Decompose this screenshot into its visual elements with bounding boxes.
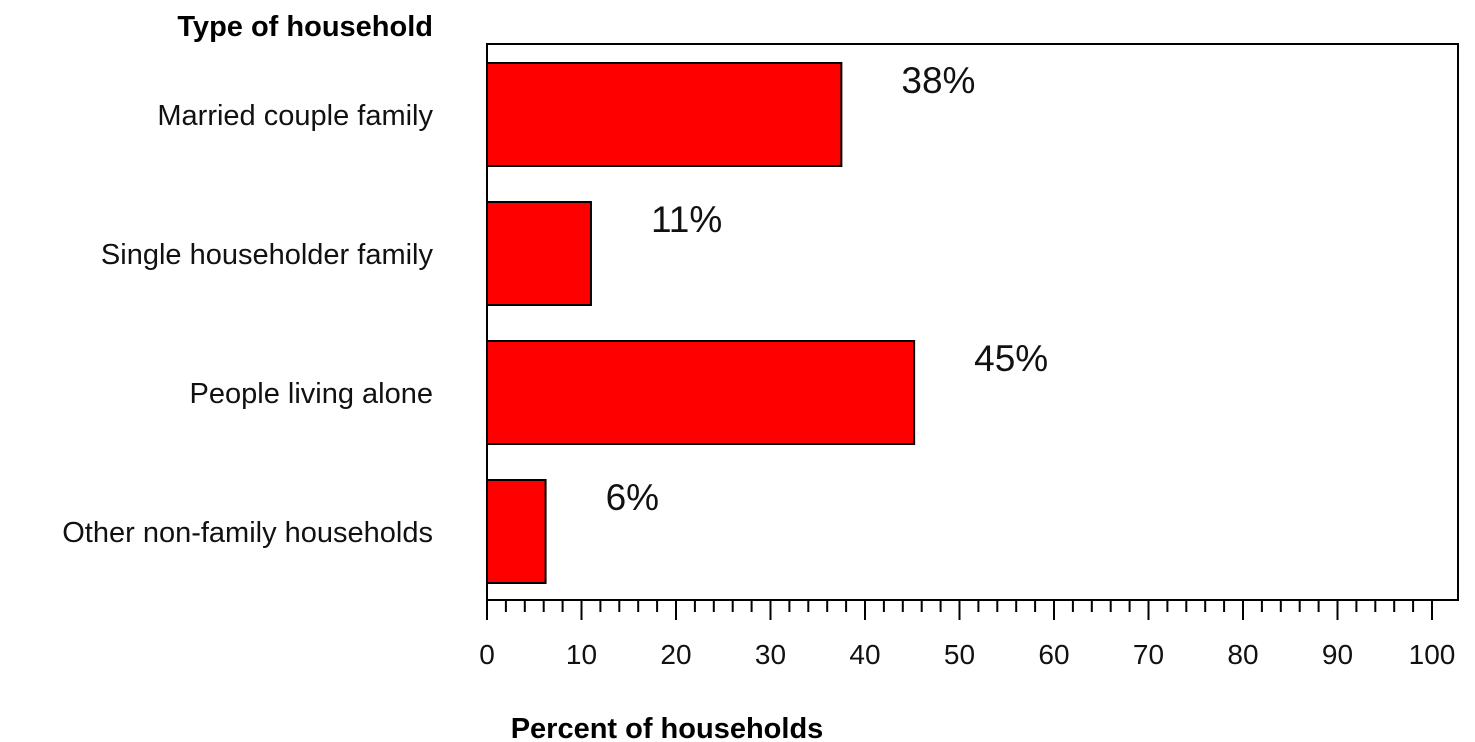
tick-label: 70 (1133, 639, 1164, 670)
x-axis: 0 10 20 30 40 50 60 70 80 90 100 (479, 600, 1455, 670)
bar (486, 479, 547, 584)
y-axis-title: Type of household (177, 11, 433, 43)
bar (486, 340, 916, 445)
category-label: People living alone (190, 378, 433, 410)
tick-label: 40 (849, 639, 880, 670)
category-labels-layer: Married couple family Single householder … (62, 100, 433, 549)
bar (486, 62, 843, 167)
bar (486, 201, 592, 306)
data-label: 38% (901, 60, 975, 101)
tick-label: 10 (566, 639, 597, 670)
category-label: Married couple family (157, 100, 433, 132)
tick-label: 90 (1322, 639, 1353, 670)
bars-layer (486, 62, 916, 584)
tick-label: 50 (944, 639, 975, 670)
data-label: 6% (606, 477, 659, 518)
tick-label: 100 (1409, 639, 1456, 670)
data-labels-layer: 38% 11% 45% 6% (606, 60, 1049, 518)
x-axis-title: Percent of households (511, 713, 824, 742)
tick-label: 0 (479, 639, 495, 670)
data-label: 11% (651, 199, 722, 240)
tick-label: 30 (755, 639, 786, 670)
tick-label: 60 (1038, 639, 1069, 670)
category-label: Other non-family households (62, 517, 433, 549)
plot-area-frame (486, 43, 1459, 601)
tick-label: 80 (1227, 639, 1258, 670)
category-label: Single householder family (101, 239, 434, 271)
tick-label: 20 (660, 639, 691, 670)
data-label: 45% (974, 338, 1048, 379)
